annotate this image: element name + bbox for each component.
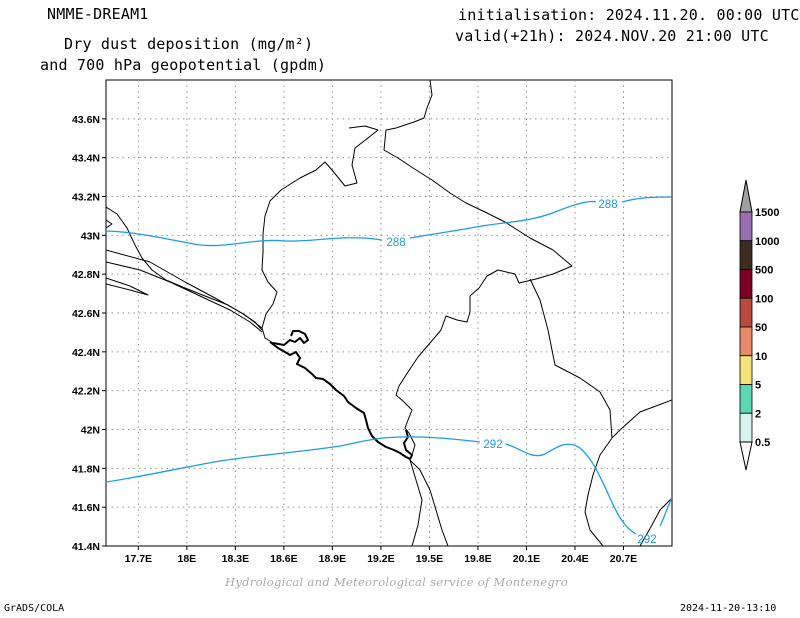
- colorbar-label: 1000: [755, 236, 779, 248]
- border-bih-montenegro: [261, 125, 379, 344]
- lat-tick-label: 41.4N: [72, 541, 100, 553]
- contour-288: [106, 196, 672, 247]
- lat-tick-label: 42.6N: [72, 308, 100, 320]
- contour-292: [106, 436, 672, 535]
- lat-tick-label: 43.2N: [72, 192, 100, 204]
- coast-croatia-2: [106, 261, 263, 333]
- colorbar-label: 5: [755, 380, 761, 392]
- island-north: [106, 219, 113, 229]
- longitude-tick-labels: 17.7E 18E 18.3E 18.6E 18.9E 19.2E 19.5E 19.8E 20…: [125, 553, 638, 565]
- colorbar-label: 50: [755, 322, 767, 334]
- colorbar-label: 100: [755, 293, 773, 305]
- peljesac-peninsula: [106, 277, 149, 296]
- lat-tick-label: 43.6N: [72, 114, 100, 126]
- lat-tick-label: 42.2N: [72, 386, 100, 398]
- colorbar-label: 0.5: [755, 437, 770, 449]
- colorbar-segment: [739, 269, 753, 299]
- lat-tick-label: 42.4N: [72, 347, 100, 359]
- latitude-tick-labels: 43.6N 43.4N 43.2N 43N 42.8N 42.6N 42.4N 42.2N 42…: [72, 114, 100, 553]
- model-name: NMME-DREAM1: [47, 5, 149, 23]
- lon-tick-label: 18.9E: [319, 553, 346, 565]
- init-time: initialisation: 2024.11.20. 00:00 UTC: [458, 6, 800, 24]
- colorbar-segment: [739, 355, 753, 385]
- contour-label-288-a: 288: [386, 237, 405, 249]
- lat-tick-label: 41.8N: [72, 463, 100, 475]
- colorbar-label: 1500: [755, 207, 779, 219]
- border-kosovo-macedonia: [584, 399, 672, 546]
- lat-tick-label: 43.4N: [72, 153, 100, 165]
- contour-label-288-b: 288: [598, 199, 617, 211]
- colorbar-segment: [739, 240, 753, 270]
- geopotential-contours: [106, 196, 672, 535]
- colorbar-segment: [739, 297, 753, 328]
- lon-tick-label: 19.8E: [464, 553, 491, 565]
- colorbar-segment: [739, 211, 753, 242]
- lon-tick-label: 20.1E: [513, 553, 540, 565]
- lon-tick-label: 18.3E: [222, 553, 249, 565]
- colorbar-segment: [739, 326, 753, 357]
- lat-tick-label: 42N: [81, 425, 100, 437]
- country-borders: [106, 80, 672, 546]
- valid-time: valid(+21h): 2024.NOV.20 21:00 UTC: [455, 27, 769, 45]
- border-macedonia-albania: [639, 497, 672, 546]
- contour-label-292-b: 292: [637, 534, 656, 546]
- colorbar-label: 500: [755, 265, 773, 277]
- timestamp-label: 2024-11-20-13:10: [680, 603, 777, 614]
- lon-tick-label: 17.7E: [125, 553, 152, 565]
- colorbar-top-arrow: [739, 179, 753, 213]
- lon-tick-label: 19.2E: [367, 553, 394, 565]
- colorbar-label: 10: [755, 351, 767, 363]
- border-east-kosovo: [529, 278, 613, 439]
- lat-tick-label: 43N: [81, 230, 100, 242]
- colorbar-bottom-arrow: [739, 441, 753, 471]
- graticule: [102, 80, 672, 550]
- map-frame: [105, 79, 673, 547]
- software-label: GrADS/COLA: [4, 603, 65, 614]
- lat-tick-label: 42.8N: [72, 269, 100, 281]
- border-bih-serbia: [383, 80, 573, 434]
- credit-line: Hydrological and Meteorological service …: [225, 575, 569, 589]
- colorbar-label: 2: [755, 408, 761, 420]
- colorbar-segment: [739, 384, 753, 414]
- lon-tick-label: 18E: [178, 553, 197, 565]
- colorbar: 1500 1000 500 100 50 10 5 2 0.5: [739, 179, 779, 471]
- lon-tick-label: 18.6E: [270, 553, 297, 565]
- product-title-line2: and 700 hPa geopotential (gpdm): [40, 56, 327, 74]
- lon-tick-label: 20.4E: [561, 553, 588, 565]
- montenegro-coastline: [269, 330, 413, 460]
- contour-label-292-a: 292: [483, 439, 502, 451]
- colorbar-segment: [739, 412, 753, 443]
- lon-tick-label: 19.5E: [416, 553, 443, 565]
- product-title-line1: Dry dust deposition (mg/m²): [64, 35, 314, 53]
- coast-albania: [409, 459, 423, 546]
- coast-croatia-1: [106, 249, 263, 331]
- border-albania-south: [409, 459, 449, 546]
- lon-tick-label: 20.7E: [610, 553, 637, 565]
- lat-tick-label: 41.6N: [72, 502, 100, 514]
